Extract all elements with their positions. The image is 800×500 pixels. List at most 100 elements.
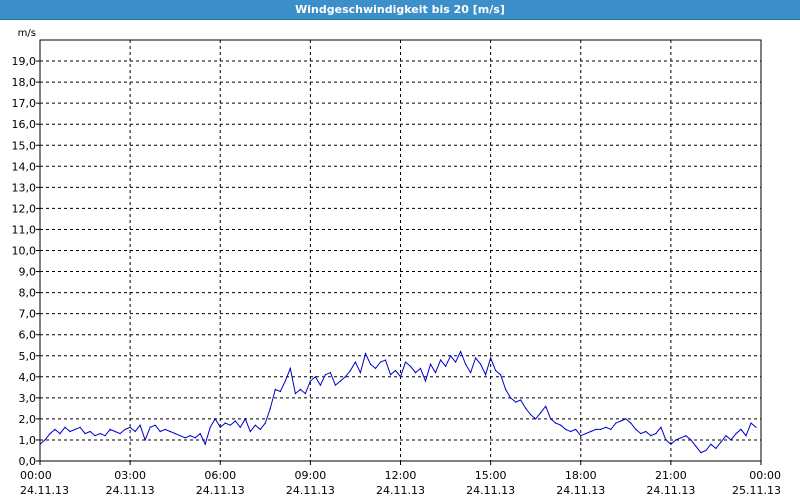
data-point: [525, 407, 527, 409]
data-point: [254, 424, 256, 426]
data-point: [219, 426, 221, 428]
x-tick-time: 09:00: [295, 469, 327, 482]
data-point: [194, 437, 196, 439]
data-point: [149, 426, 151, 428]
data-point: [745, 435, 747, 437]
data-point: [209, 426, 211, 428]
data-point: [485, 374, 487, 376]
x-tick-time: 03:00: [114, 469, 146, 482]
data-point: [475, 357, 477, 359]
data-point: [470, 372, 472, 374]
data-point: [625, 418, 627, 420]
y-tick-label: 19,0: [12, 55, 37, 68]
data-point: [530, 414, 532, 416]
data-point: [755, 426, 757, 428]
data-point: [424, 380, 427, 382]
data-point: [419, 367, 422, 369]
data-point: [615, 422, 617, 424]
data-point: [364, 353, 367, 355]
tick-labels: 0,0 1,0 2,0 3,0 4,0 5,0 6,0 7,0 8,0 9,0 10,0 11,0 12…: [12, 28, 782, 497]
data-point: [730, 439, 732, 441]
data-point: [480, 363, 482, 365]
data-point: [359, 372, 361, 374]
data-point: [119, 433, 121, 435]
x-tick-time: 00:00: [20, 469, 52, 482]
data-point: [550, 418, 552, 420]
y-tick-label: 17,0: [12, 97, 37, 110]
x-tick-date: 25.11.13: [732, 484, 781, 497]
x-tick-time: 12:00: [385, 469, 417, 482]
data-point: [434, 372, 437, 374]
data-point: [354, 361, 356, 363]
data-point: [670, 443, 672, 445]
series-layer: [39, 350, 757, 454]
x-tick-date: 24.11.13: [646, 484, 695, 497]
axes: [36, 39, 762, 465]
data-point: [414, 372, 417, 374]
data-point: [540, 412, 542, 414]
plot-frame: [39, 39, 762, 462]
data-point: [329, 372, 331, 374]
data-point: [595, 428, 597, 430]
wind-speed-line: [39, 350, 757, 454]
data-point: [450, 355, 452, 357]
data-point: [139, 424, 141, 426]
y-tick-label: 18,0: [12, 76, 37, 89]
x-tick-date: 24.11.13: [376, 484, 425, 497]
data-point: [399, 376, 402, 378]
data-point: [675, 439, 677, 441]
data-point: [630, 422, 632, 424]
y-tick-label: 6,0: [19, 329, 37, 342]
data-point: [39, 443, 41, 445]
data-point: [750, 422, 752, 424]
data-point: [680, 437, 682, 439]
data-point: [264, 422, 266, 424]
data-point: [394, 369, 397, 372]
data-point: [124, 428, 126, 430]
data-point: [174, 433, 176, 435]
data-point: [445, 365, 447, 367]
data-point: [304, 393, 306, 395]
y-tick-label: 11,0: [12, 223, 37, 236]
data-point: [244, 418, 246, 420]
data-point: [560, 424, 562, 426]
data-point: [334, 384, 336, 386]
y-tick-label: 5,0: [19, 350, 37, 363]
data-point: [710, 443, 712, 445]
data-point: [44, 439, 46, 441]
data-point: [179, 435, 181, 437]
data-point: [610, 428, 612, 430]
data-point: [249, 430, 251, 433]
data-point: [204, 443, 206, 445]
data-point: [505, 388, 507, 390]
data-point: [695, 445, 697, 447]
x-tick-time: 00:00: [749, 469, 781, 482]
data-point: [455, 361, 457, 363]
data-point: [259, 428, 261, 430]
data-point: [184, 437, 186, 439]
data-point: [590, 430, 592, 433]
x-tick-time: 18:00: [565, 469, 597, 482]
y-tick-label: 16,0: [12, 118, 37, 131]
data-point: [510, 397, 512, 399]
data-point: [500, 374, 502, 376]
data-point: [580, 435, 582, 437]
data-point: [640, 433, 642, 435]
data-point: [660, 426, 662, 428]
data-point: [94, 435, 96, 437]
data-point: [319, 384, 321, 386]
y-tick-label: 12,0: [12, 202, 37, 215]
data-point: [74, 428, 76, 430]
data-point: [229, 424, 231, 426]
data-point: [715, 447, 717, 449]
data-point: [374, 367, 377, 369]
data-point: [389, 374, 392, 376]
data-point: [575, 428, 577, 430]
data-point: [369, 363, 372, 365]
x-tick-time: 06:00: [204, 469, 236, 482]
data-point: [324, 374, 326, 376]
data-point: [159, 430, 161, 433]
data-point: [134, 430, 136, 433]
data-point: [465, 363, 467, 365]
data-point: [289, 367, 291, 369]
